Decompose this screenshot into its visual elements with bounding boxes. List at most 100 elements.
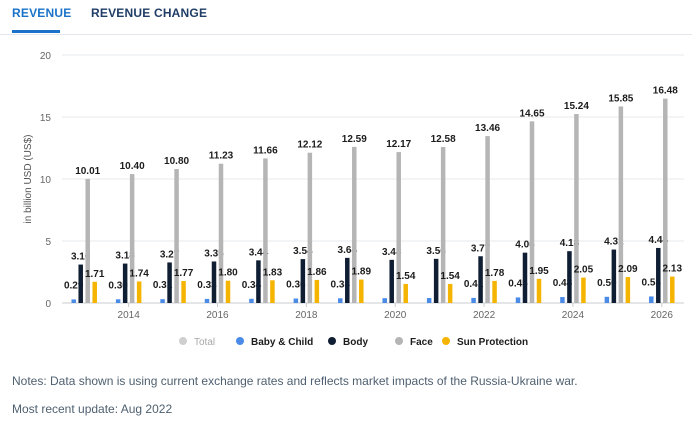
bar-face — [663, 98, 668, 303]
bar-body — [256, 260, 261, 303]
bar-body — [567, 251, 572, 303]
legend-item-baby-child[interactable]: Baby & Child — [251, 337, 313, 348]
bar-body — [433, 258, 439, 303]
data-label-body: 3.35 — [204, 248, 224, 259]
bar-face — [263, 158, 268, 303]
legend-item-total[interactable]: Total — [194, 337, 215, 348]
x-tick-label: 2022 — [473, 310, 496, 321]
x-tick-label: 2016 — [206, 310, 229, 321]
data-label-face: 11.66 — [253, 145, 278, 156]
legend-item-sun-protection[interactable]: Sun Protection — [457, 337, 528, 348]
bar-body — [656, 247, 661, 303]
data-label-sun-protection: 1.78 — [485, 268, 505, 279]
data-label-face: 14.65 — [519, 108, 544, 119]
tab-revenue-change[interactable]: REVENUE CHANGE — [91, 6, 208, 20]
data-label-face: 12.58 — [431, 134, 456, 145]
data-label-baby-child: 0.30 — [108, 280, 128, 291]
data-label-body: 3.44 — [249, 247, 269, 258]
data-label-body: 3.77 — [471, 243, 491, 254]
bar-baby-child — [249, 298, 254, 303]
data-label-sun-protection: 1.54 — [396, 271, 416, 282]
legend-marker-baby-child[interactable] — [236, 337, 244, 345]
bar-body — [522, 252, 528, 303]
bar-baby-child — [604, 296, 610, 303]
data-label-face: 16.48 — [653, 86, 678, 97]
bar-sun-protection — [536, 278, 542, 303]
bar-sun-protection — [181, 281, 186, 303]
active-tab-indicator — [12, 30, 60, 33]
x-tick-label: 2020 — [384, 310, 407, 321]
bar-sun-protection — [359, 279, 364, 303]
bar-baby-child — [115, 299, 121, 303]
data-label-body: 3.54 — [293, 246, 313, 257]
bar-face — [574, 114, 579, 303]
data-label-baby-child: 0.53 — [642, 277, 662, 288]
bar-baby-child — [471, 297, 476, 303]
bar-baby-child — [338, 298, 343, 303]
data-label-body: 3.18 — [115, 251, 135, 262]
bar-sun-protection — [225, 280, 231, 303]
bar-sun-protection — [136, 281, 142, 303]
tab-revenue[interactable]: REVENUE — [12, 6, 72, 20]
legend-marker-sun-protection[interactable] — [442, 337, 450, 345]
last-update-text: Most recent update: Aug 2022 — [12, 402, 173, 416]
bar-sun-protection — [625, 277, 631, 303]
bar-body — [389, 259, 394, 303]
bar-face — [440, 147, 446, 303]
data-label-baby-child: 0.29 — [64, 280, 84, 291]
data-label-sun-protection: 1.74 — [129, 268, 149, 279]
bar-sun-protection — [492, 280, 497, 303]
data-label-baby-child: 0.36 — [286, 280, 306, 291]
bar-sun-protection — [581, 277, 586, 303]
y-tick-label: 15 — [40, 113, 52, 124]
data-label-body: 3.48 — [382, 247, 402, 258]
bar-face — [352, 146, 357, 303]
bar-body — [122, 263, 128, 303]
bar-baby-child — [426, 298, 432, 303]
data-label-face: 10.80 — [164, 156, 189, 167]
tab-bar: REVENUE REVENUE CHANGE — [0, 0, 692, 35]
legend-item-face[interactable]: Face — [410, 337, 433, 348]
data-label-body: 4.06 — [515, 240, 535, 251]
x-tick-label: 2018 — [295, 310, 318, 321]
y-tick-label: 20 — [40, 51, 52, 62]
data-label-face: 12.12 — [297, 140, 322, 151]
data-label-body: 3.27 — [160, 249, 180, 260]
y-tick-label: 0 — [45, 299, 51, 310]
legend-item-body[interactable]: Body — [343, 337, 368, 348]
x-tick-label: 2024 — [562, 310, 585, 321]
data-label-face: 10.40 — [120, 161, 145, 172]
data-label-face: 15.85 — [608, 93, 633, 104]
bar-sun-protection — [403, 283, 408, 303]
data-label-sun-protection: 1.86 — [307, 267, 327, 278]
bar-body — [78, 264, 83, 303]
data-label-baby-child: 0.50 — [597, 278, 617, 289]
data-label-face: 10.01 — [75, 166, 100, 177]
data-label-sun-protection: 2.09 — [618, 264, 638, 275]
legend-marker-face[interactable] — [395, 337, 403, 345]
bar-face — [85, 178, 90, 303]
data-label-body: 3.10 — [71, 252, 91, 263]
data-label-sun-protection: 1.95 — [529, 266, 549, 277]
legend-marker-total[interactable] — [179, 337, 187, 345]
data-label-baby-child: 0.33 — [197, 280, 217, 291]
revenue-bar-chart: 0 5 10 15 20 in billion USD (US$) 0.29 0.30 0.31… — [23, 51, 684, 348]
chart-notes: Notes: Data shown is using current excha… — [12, 374, 578, 388]
data-label-sun-protection: 1.89 — [352, 267, 372, 278]
data-label-sun-protection: 2.13 — [663, 264, 683, 275]
data-label-baby-child: 0.45 — [508, 278, 528, 289]
bar-sun-protection — [314, 279, 320, 303]
bar-baby-child — [649, 296, 654, 303]
data-label-face: 15.24 — [564, 101, 589, 112]
data-label-body: 4.31 — [604, 237, 624, 248]
bar-baby-child — [71, 299, 76, 303]
data-label-body: 3.56 — [426, 246, 446, 257]
bar-face — [129, 174, 135, 303]
data-label-face: 12.17 — [386, 139, 411, 150]
bar-sun-protection — [270, 280, 275, 303]
data-label-face: 13.46 — [475, 123, 500, 134]
data-label-body: 4.44 — [649, 235, 669, 246]
bar-sun-protection — [670, 276, 675, 303]
bar-body — [167, 262, 172, 303]
legend-marker-body[interactable] — [328, 337, 336, 345]
